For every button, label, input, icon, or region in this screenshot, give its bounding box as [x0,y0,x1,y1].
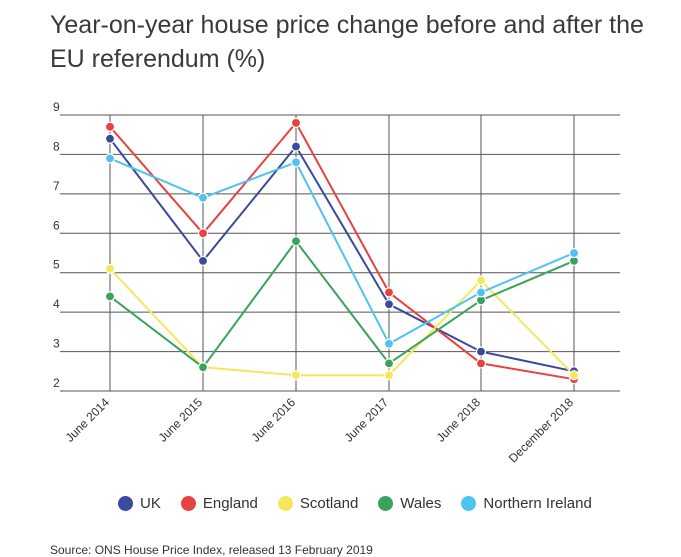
data-point [568,247,580,259]
x-tick-label: June 2017 [342,395,392,445]
data-point [104,291,116,302]
data-point [475,287,487,298]
x-tick-label: December 2018 [506,395,577,466]
data-point [290,236,302,247]
data-point [104,263,116,274]
legend-label: England [202,495,258,512]
legend-label: UK [140,495,161,512]
series-line [109,268,575,377]
data-point [383,299,395,310]
data-point [104,121,116,132]
legend-marker [461,496,477,511]
y-axis-ticks: 2 3 4 5 6 7 8 9 [53,100,60,390]
series-points [104,117,580,385]
y-tick-label: 5 [53,258,60,272]
series-line [109,157,575,345]
data-point [475,358,487,369]
data-point [197,228,209,239]
legend-item: Northern Ireland [461,495,592,512]
legend-item: Scotland [277,495,359,512]
data-point [197,192,209,203]
chart-title: Year-on-year house price change before a… [50,11,644,73]
grid [60,114,620,392]
legend-label: Northern Ireland [483,495,592,512]
data-point [290,141,302,152]
data-point [290,117,302,129]
data-point [383,338,395,349]
legend-marker [180,496,196,511]
x-tick-label: June 2014 [63,395,113,445]
x-tick-label: June 2016 [249,395,299,445]
data-point [197,362,209,373]
legend-item: UK [118,495,161,512]
legend-marker [118,496,133,511]
legend: UK England Scotland Wales Northern Ireland [118,495,612,512]
series-line [109,121,575,381]
legend-label: Wales [400,495,442,512]
data-point [290,370,302,381]
data-point [197,255,209,266]
y-tick-label: 3 [53,337,60,351]
legend-item: England [180,495,258,512]
series-line [109,240,575,369]
data-point [104,153,116,164]
data-point [383,358,395,369]
series-lines [109,121,575,381]
x-tick-label: June 2015 [156,395,206,445]
y-tick-label: 9 [53,100,60,114]
series-line [109,138,575,373]
y-tick-label: 6 [53,218,60,232]
data-point [475,346,487,357]
y-tick-label: 8 [53,139,60,153]
data-point [383,370,395,381]
data-point [290,157,302,168]
data-point [104,133,116,144]
y-tick-label: 4 [53,297,60,311]
data-point [568,370,580,381]
legend-item: Wales [378,495,441,512]
legend-label: Scotland [299,495,359,512]
legend-marker [277,496,293,511]
y-tick-label: 2 [53,376,60,390]
x-tick-label: June 2018 [434,395,484,445]
y-tick-label: 7 [53,179,60,193]
legend-marker [378,496,394,511]
source-note: Source: ONS House Price Index, released … [50,543,373,557]
data-point [475,275,487,286]
data-point [383,287,395,298]
x-axis-ticks: June 2014 June 2015 June 2016 June 2017 June… [63,395,577,466]
